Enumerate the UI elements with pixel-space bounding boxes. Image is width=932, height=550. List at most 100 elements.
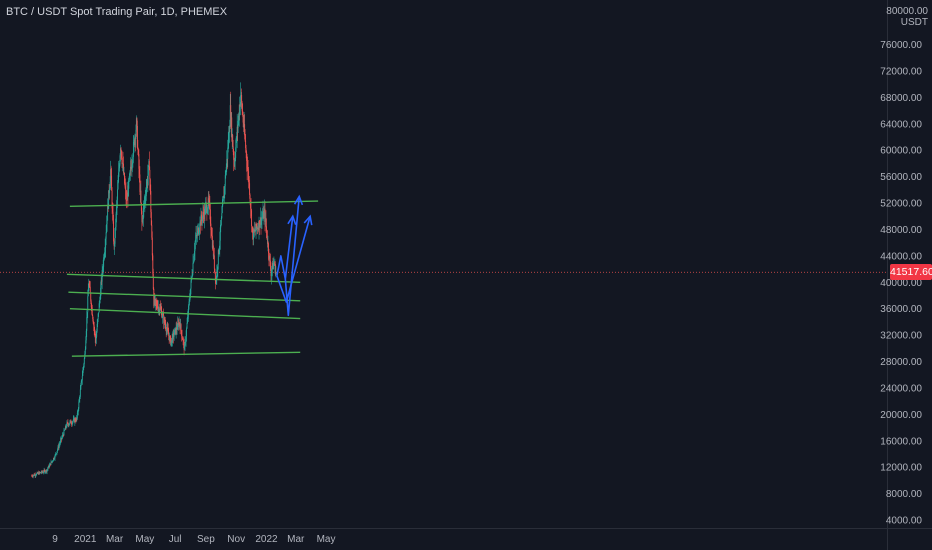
candle-body bbox=[118, 168, 120, 173]
candle-body bbox=[236, 126, 238, 138]
y-tick-label: 28000.00 bbox=[880, 357, 922, 368]
candle-body bbox=[130, 167, 132, 169]
candle-body bbox=[73, 418, 75, 423]
candle-body bbox=[223, 196, 225, 198]
candle-body bbox=[269, 255, 271, 261]
candle-body bbox=[192, 272, 193, 277]
candle-body bbox=[239, 104, 241, 116]
candle-body bbox=[114, 243, 116, 247]
candle-body bbox=[135, 118, 137, 130]
candle-body bbox=[206, 211, 208, 213]
candle-body bbox=[48, 465, 49, 468]
candle-body bbox=[59, 443, 61, 445]
candle-body bbox=[104, 252, 106, 258]
candle-body bbox=[133, 139, 135, 146]
candle-body bbox=[254, 230, 256, 232]
candle-body bbox=[129, 173, 130, 180]
candle-body bbox=[76, 417, 78, 419]
candle-body bbox=[45, 471, 47, 473]
candle-body bbox=[99, 300, 101, 304]
candle-body bbox=[274, 264, 276, 266]
candle-body bbox=[202, 212, 204, 217]
candle-body bbox=[239, 104, 241, 106]
candle-body bbox=[47, 468, 49, 470]
candle-body bbox=[147, 175, 149, 184]
candle-body bbox=[226, 158, 228, 167]
candle-body bbox=[124, 173, 125, 184]
candle-body bbox=[141, 210, 143, 222]
candle-body bbox=[136, 118, 138, 126]
candle-body bbox=[268, 243, 269, 254]
candle-body bbox=[256, 227, 258, 229]
candle-body bbox=[214, 272, 216, 281]
candle-body bbox=[98, 303, 100, 313]
candle-body bbox=[123, 163, 124, 174]
candle-body bbox=[214, 268, 216, 273]
candle-body bbox=[258, 227, 259, 231]
candle-body bbox=[242, 115, 244, 123]
candle-body bbox=[115, 226, 117, 229]
candle-body bbox=[269, 260, 271, 269]
candle-body bbox=[96, 331, 98, 337]
candle-body bbox=[272, 263, 274, 270]
candle-body bbox=[179, 322, 181, 324]
candle-body bbox=[100, 280, 102, 288]
candle-body bbox=[50, 463, 51, 465]
projection-arrow bbox=[276, 216, 311, 303]
y-tick-label: 16000.00 bbox=[880, 436, 922, 447]
candle-body bbox=[135, 129, 137, 139]
candle-body bbox=[77, 408, 79, 412]
candle-body bbox=[94, 331, 96, 338]
candle-body bbox=[116, 206, 118, 214]
candle-body bbox=[90, 301, 92, 308]
candle-body bbox=[162, 314, 164, 316]
candle-body bbox=[131, 164, 133, 169]
candle-body bbox=[210, 223, 212, 231]
candle-body bbox=[118, 172, 119, 182]
candle-body bbox=[32, 475, 34, 477]
candle-body bbox=[81, 380, 83, 382]
candle-body bbox=[69, 420, 71, 422]
candle-body bbox=[209, 209, 211, 224]
candle-body bbox=[144, 198, 146, 203]
candle-body bbox=[73, 418, 75, 420]
candle-body bbox=[213, 255, 215, 257]
candle-body bbox=[120, 148, 122, 151]
candle-body bbox=[40, 472, 42, 474]
candle-body bbox=[180, 324, 182, 329]
candle-body bbox=[33, 474, 35, 476]
candle-body bbox=[234, 158, 236, 162]
candle-body bbox=[229, 105, 231, 126]
candle-body bbox=[78, 398, 80, 402]
candle-body bbox=[151, 225, 153, 238]
candle-body bbox=[212, 245, 214, 257]
candle-body bbox=[80, 384, 82, 390]
candle-body bbox=[35, 475, 37, 477]
candle-body bbox=[132, 156, 134, 163]
candle-body bbox=[77, 411, 79, 413]
candle-body bbox=[107, 205, 109, 209]
candle-body bbox=[266, 226, 267, 231]
candle-body bbox=[34, 474, 36, 476]
candle-body bbox=[241, 94, 243, 103]
candle-body bbox=[210, 230, 212, 236]
candle-body bbox=[215, 280, 217, 283]
time-axis: 9 2021 Mar May Jul Sep Nov 2022 Mar May bbox=[52, 534, 335, 545]
candle-body bbox=[209, 203, 211, 210]
y-tick-label: 72000.00 bbox=[880, 66, 922, 77]
candle-body bbox=[140, 202, 142, 211]
candle-body bbox=[94, 329, 96, 332]
candle-body bbox=[250, 201, 252, 209]
candle-body bbox=[203, 208, 205, 220]
price-axis: 4000.00 8000.00 12000.00 16000.00 20000.00 24… bbox=[880, 40, 922, 526]
y-tick-label: 44000.00 bbox=[880, 251, 922, 262]
candle-body bbox=[122, 163, 123, 165]
candle-body bbox=[124, 183, 126, 187]
candle-body bbox=[120, 148, 121, 156]
candle-body bbox=[65, 426, 67, 428]
candle-body bbox=[139, 190, 141, 192]
candle-body bbox=[260, 217, 261, 225]
candle-body bbox=[157, 307, 159, 310]
candle-body bbox=[246, 160, 248, 169]
